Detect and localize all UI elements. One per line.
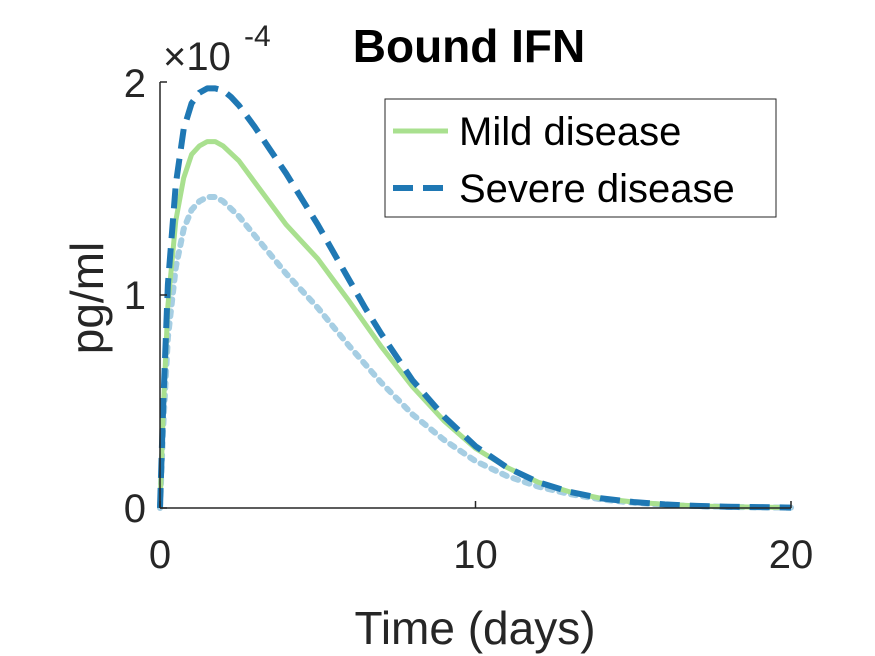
y-exponent-power: -4 — [244, 20, 271, 53]
series-line-mild-disease — [157, 139, 792, 511]
legend-label-mild: Mild disease — [459, 110, 681, 154]
y-axis-label: pg/ml — [61, 242, 113, 354]
legend: Mild disease Severe disease — [384, 98, 777, 218]
y-tick-label-1: 1 — [124, 274, 146, 318]
x-tick-label-20: 20 — [769, 533, 814, 577]
y-tick-label-2: 2 — [124, 62, 146, 106]
series-line-severe-disease — [157, 85, 792, 511]
x-axis-label: Time (days) — [354, 602, 595, 654]
chart-title: Bound IFN — [353, 20, 586, 72]
tick-layer — [159, 81, 792, 509]
y-exponent-base: ×10 — [163, 35, 231, 79]
legend-label-severe: Severe disease — [459, 167, 735, 211]
legend-box — [384, 98, 777, 218]
x-tick-label-10: 10 — [453, 533, 498, 577]
x-tick-label-0: 0 — [149, 533, 171, 577]
series-layer — [157, 85, 794, 511]
y-tick-label-0: 0 — [124, 487, 146, 531]
